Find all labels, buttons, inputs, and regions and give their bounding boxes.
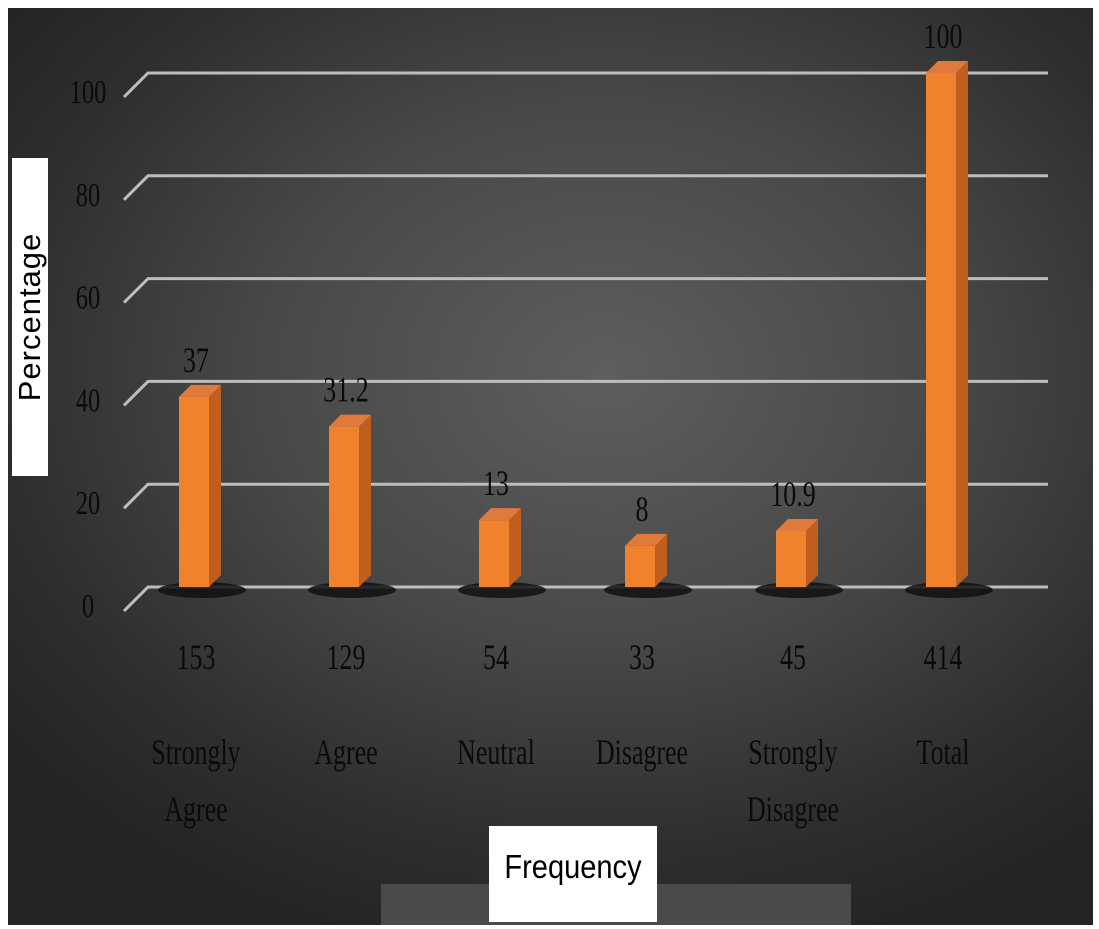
bar-top <box>776 518 818 531</box>
bar-top <box>329 414 371 427</box>
x-axis-title: Frequency <box>504 848 642 885</box>
data-label: 13 <box>483 463 509 503</box>
bar-top <box>625 533 667 546</box>
x-tick-category: Disagree <box>747 789 839 829</box>
bar-side <box>956 61 968 587</box>
y-tick-label: 80 <box>76 177 100 214</box>
bar-side <box>209 384 221 587</box>
x-tick-category: Disagree <box>596 732 688 772</box>
x-tick-frequency: 33 <box>629 637 655 677</box>
bar-side <box>509 508 521 587</box>
gridline <box>122 482 1048 510</box>
x-tick-category: Total <box>917 732 970 772</box>
bar-top <box>179 384 221 397</box>
gridline <box>122 71 1048 99</box>
y-axis-title: Percentage <box>12 232 47 402</box>
y-tick-label: 100 <box>70 74 107 111</box>
y-tick-label: 60 <box>76 280 100 317</box>
bar-chart: 0 20 40 60 80 100 37 31.2 13 8 10.9 100 153 129 54 33 45… <box>70 16 1048 829</box>
x-tick-frequency: 414 <box>924 637 963 677</box>
data-label: 10.9 <box>770 474 815 514</box>
gridline <box>122 585 1048 613</box>
bar-side <box>359 414 371 587</box>
bar-top <box>479 508 521 521</box>
gridline <box>122 379 1048 407</box>
chart-area: 0 20 40 60 80 100 37 31.2 13 8 10.9 100 153 129 54 33 45… <box>8 8 1093 925</box>
bar <box>179 396 209 587</box>
x-tick-frequency: 129 <box>327 637 366 677</box>
x-tick-category: Neutral <box>457 732 535 772</box>
bar <box>479 520 509 587</box>
bar-side <box>806 518 818 587</box>
gridline <box>122 277 1048 304</box>
bar-side <box>655 533 667 587</box>
x-tick-category: Strongly <box>748 732 838 772</box>
data-label: 100 <box>924 16 963 56</box>
x-tick-category: Strongly <box>151 732 241 772</box>
bar <box>329 426 359 587</box>
bar <box>776 530 806 587</box>
y-tick-label: 0 <box>82 588 94 625</box>
x-tick-frequency: 45 <box>780 637 806 677</box>
bar <box>926 73 956 587</box>
y-tick-label: 20 <box>76 486 100 523</box>
data-label: 31.2 <box>323 369 368 409</box>
bar-top <box>926 61 968 73</box>
y-axis-title-box <box>12 158 48 476</box>
bar <box>625 545 655 587</box>
x-tick-frequency: 153 <box>177 637 216 677</box>
x-tick-category: Agree <box>164 789 227 829</box>
data-label: 8 <box>636 489 649 529</box>
data-label: 37 <box>183 340 209 380</box>
x-tick-frequency: 54 <box>483 637 509 677</box>
y-tick-label: 40 <box>76 383 100 420</box>
x-axis-title-box: Frequency <box>489 826 657 922</box>
gridline <box>122 174 1048 201</box>
x-tick-category: Agree <box>314 732 377 772</box>
